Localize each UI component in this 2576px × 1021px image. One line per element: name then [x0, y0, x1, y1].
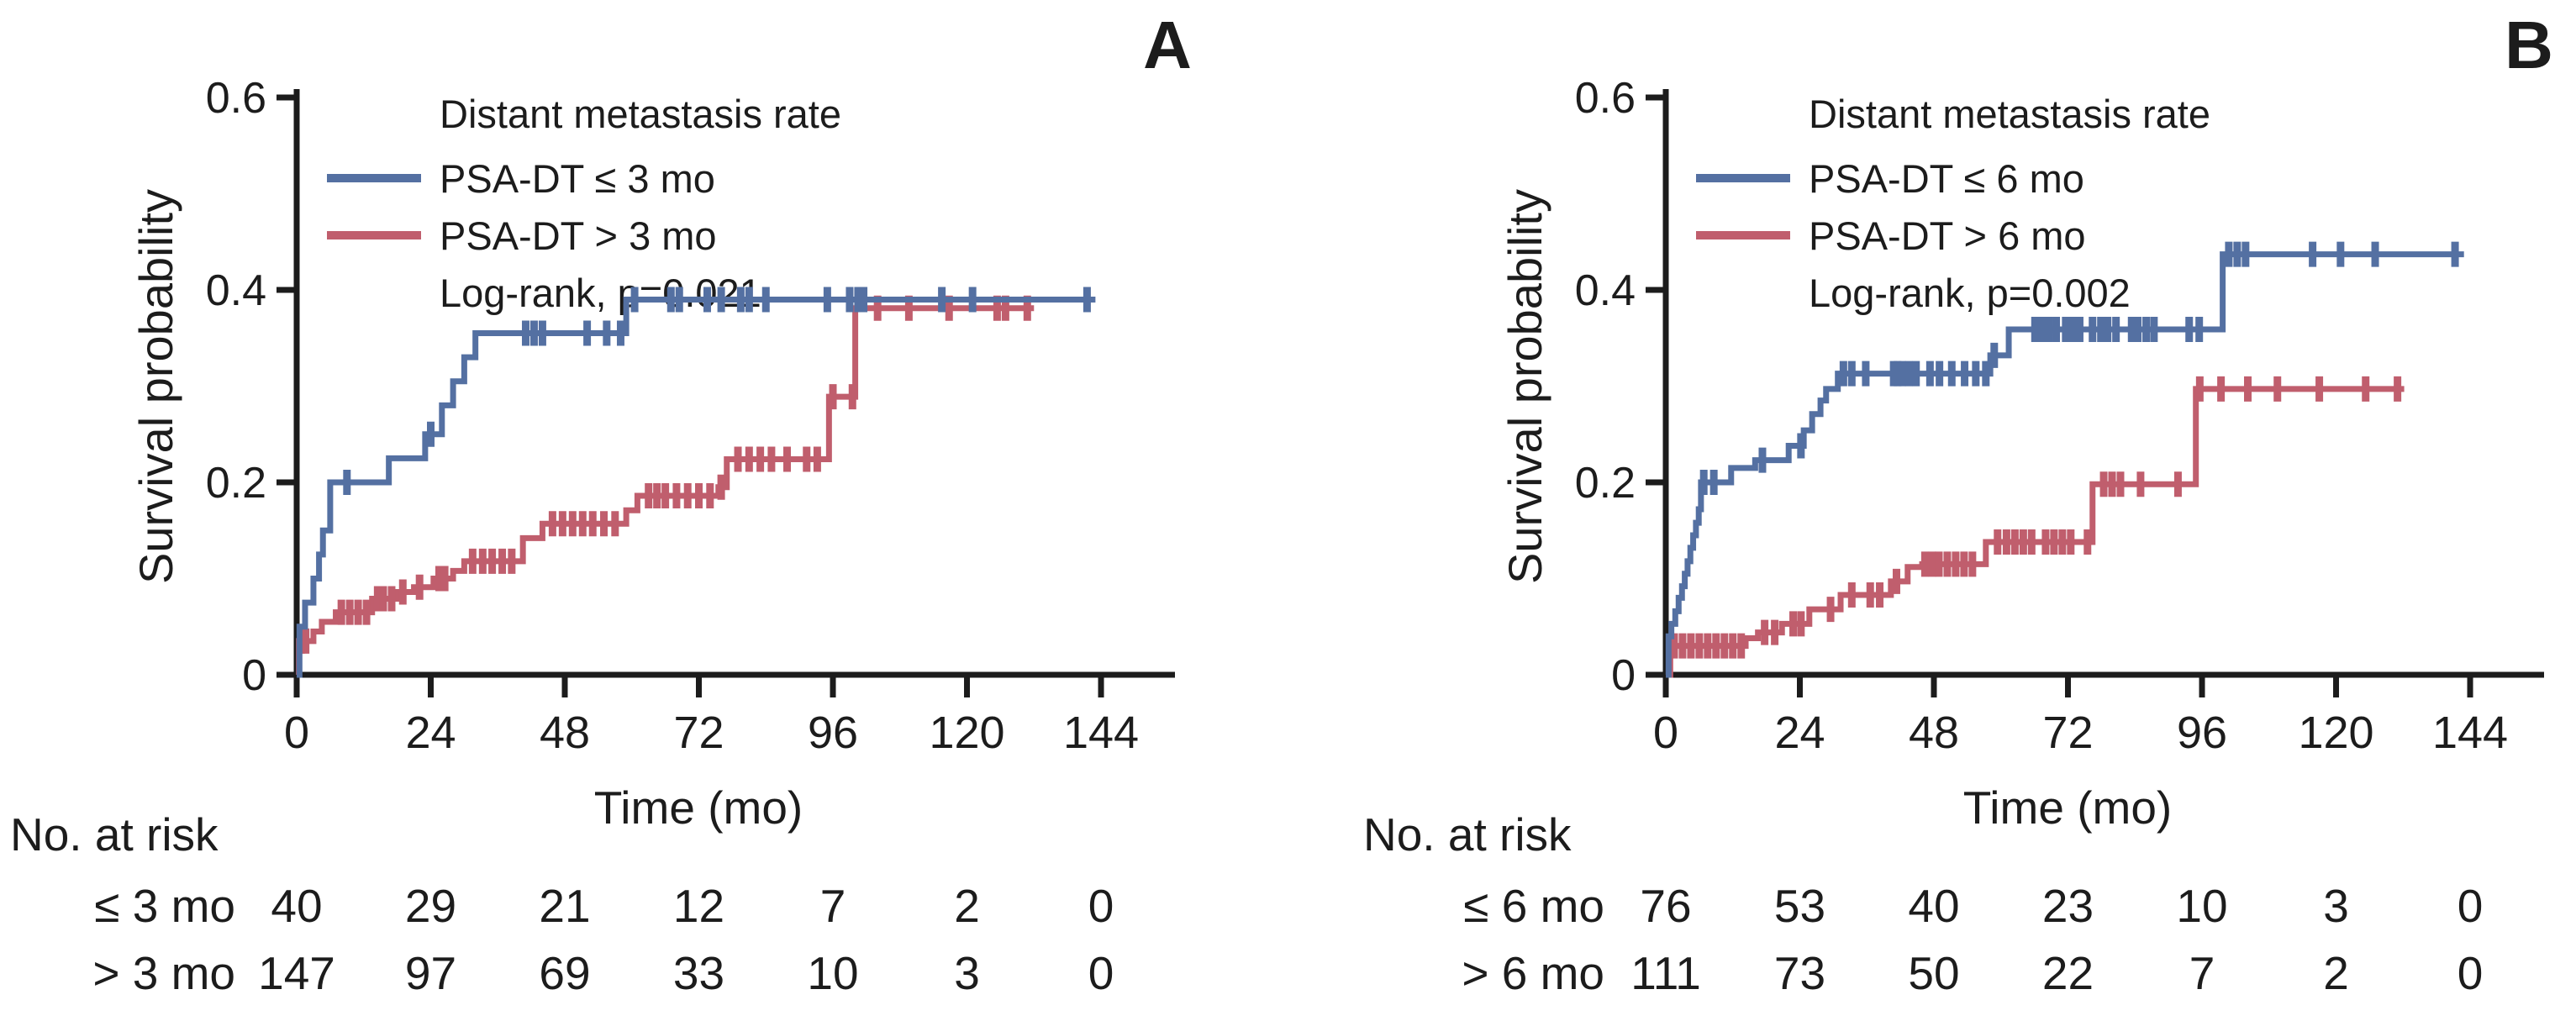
legend-label-1: PSA-DT > 3 mo: [440, 213, 717, 258]
risk-value: 0: [2457, 880, 2484, 932]
y-tick-label: 0.4: [1575, 266, 1636, 315]
risk-value: 40: [1908, 880, 1959, 932]
y-tick-label: 0.4: [206, 266, 266, 315]
x-tick-label: 144: [2432, 708, 2508, 758]
risk-table-title: No. at risk: [1363, 808, 1572, 860]
x-tick-label: 48: [1909, 708, 1959, 758]
risk-row-label: > 6 mo: [1462, 947, 1604, 999]
y-tick-label: 0.2: [206, 459, 266, 508]
panel-b: B 0 0.2 0.4 0.6 0 24 48 72 96 120 144 Time (mo) Surv…: [1286, 0, 2576, 1021]
y-tick-label: 0: [1611, 651, 1636, 700]
panel-a: A 0 0.2 0.4 0.6 0 24 48 72 96 120 144 Time (mo) Surv…: [0, 0, 1286, 1021]
y-tick-label: 0.2: [1575, 459, 1636, 508]
x-axis-title: Time (mo): [594, 782, 803, 834]
risk-value: 73: [1774, 947, 1825, 999]
legend-title: Distant metastasis rate: [1809, 92, 2210, 136]
risk-value: 7: [2189, 947, 2215, 999]
risk-value: 0: [1088, 947, 1114, 999]
risk-value: 10: [2176, 880, 2227, 932]
logrank-label: Log-rank, p=0.021: [440, 271, 761, 315]
x-tick-label: 72: [2042, 708, 2093, 758]
panel-a-letter: A: [1143, 8, 1192, 82]
x-tick-label: 48: [540, 708, 590, 758]
risk-row-label: ≤ 3 mo: [94, 880, 235, 932]
y-tick-label: 0.6: [206, 74, 266, 123]
x-tick-label: 72: [673, 708, 724, 758]
risk-value: 33: [673, 947, 724, 999]
km-curve-group1: [296, 296, 1096, 678]
km-curve-group1: [1665, 251, 2464, 678]
x-tick-label: 96: [808, 708, 858, 758]
risk-value: 22: [2042, 947, 2094, 999]
y-axis-title: Survival probability: [1499, 189, 1551, 584]
legend-title: Distant metastasis rate: [440, 92, 841, 136]
risk-value: 21: [539, 880, 590, 932]
y-axis-title: Survival probability: [129, 189, 182, 584]
legend-label-0: PSA-DT ≤ 3 mo: [440, 156, 715, 201]
risk-row-label: > 3 mo: [92, 947, 235, 999]
x-tick-label: 120: [929, 708, 1004, 758]
x-tick-label: 24: [405, 708, 456, 758]
risk-value: 97: [405, 947, 456, 999]
risk-table-title: No. at risk: [10, 808, 219, 860]
km-curve-group2: [296, 305, 1035, 678]
risk-value: 50: [1908, 947, 1959, 999]
x-axis-title: Time (mo): [1963, 782, 2173, 834]
risk-value: 40: [271, 880, 322, 932]
y-tick-label: 0: [242, 651, 266, 700]
risk-value: 23: [2042, 880, 2094, 932]
risk-value: 3: [2323, 880, 2349, 932]
risk-value: 29: [405, 880, 456, 932]
risk-value: 7: [820, 880, 846, 932]
x-tick-label: 0: [1653, 708, 1678, 758]
risk-row-label: ≤ 6 mo: [1463, 880, 1604, 932]
risk-value: 53: [1774, 880, 1825, 932]
risk-value: 3: [954, 947, 980, 999]
y-tick-label: 0.6: [1575, 74, 1636, 123]
x-tick-label: 144: [1063, 708, 1139, 758]
risk-value: 2: [2323, 947, 2349, 999]
x-tick-label: 96: [2177, 708, 2227, 758]
risk-value: 111: [1630, 947, 1701, 999]
panel-b-letter: B: [2505, 8, 2553, 82]
logrank-label: Log-rank, p=0.002: [1809, 271, 2131, 315]
km-curve-group2: [1666, 386, 2405, 678]
legend-label-1: PSA-DT > 6 mo: [1809, 213, 2086, 258]
x-tick-label: 0: [284, 708, 309, 758]
legend-label-0: PSA-DT ≤ 6 mo: [1809, 156, 2084, 201]
risk-value: 2: [954, 880, 980, 932]
x-tick-label: 120: [2298, 708, 2373, 758]
x-tick-label: 24: [1774, 708, 1825, 758]
risk-value: 12: [673, 880, 724, 932]
risk-value: 0: [2457, 947, 2484, 999]
risk-value: 69: [539, 947, 590, 999]
risk-value: 147: [258, 947, 335, 999]
risk-value: 0: [1088, 880, 1114, 932]
risk-value: 10: [807, 947, 858, 999]
risk-value: 76: [1640, 880, 1691, 932]
